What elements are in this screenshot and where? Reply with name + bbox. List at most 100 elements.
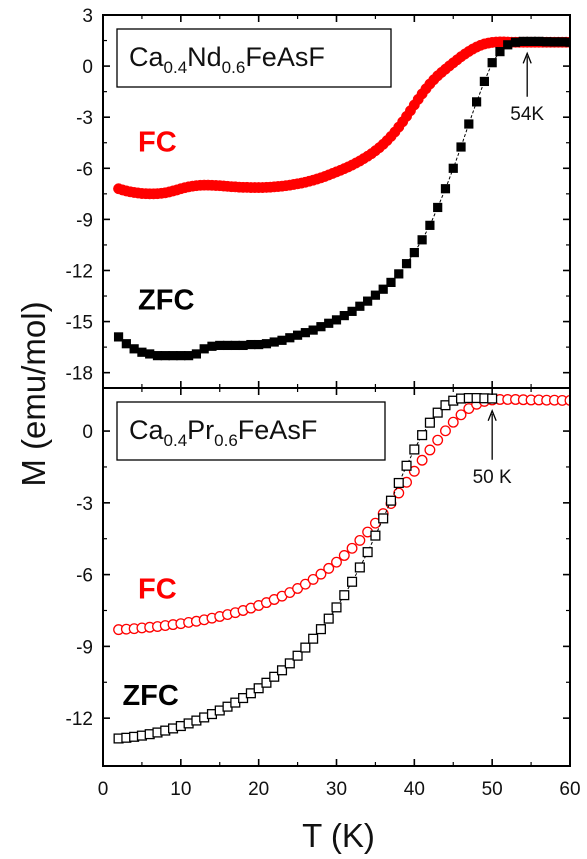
- zfc-point-top: [363, 296, 373, 306]
- zfc-point-bottom: [432, 407, 443, 418]
- x-tick-label: 20: [248, 779, 269, 800]
- annotation-text-bottom: 50 K: [473, 467, 512, 488]
- compound-base-top: Ca: [129, 42, 164, 72]
- zfc-point-top: [425, 220, 435, 230]
- zfc-point-bottom: [261, 677, 272, 688]
- fc-point-bottom: [346, 542, 358, 554]
- zfc-point-top: [230, 340, 240, 351]
- zfc-point-top: [261, 339, 272, 349]
- compound-base-bottom: Ca: [129, 415, 164, 445]
- zfc-point-top: [518, 36, 528, 46]
- zfc-point-top: [495, 47, 505, 57]
- y-tick-label-bottom: -12: [66, 709, 93, 730]
- fc-point-bottom: [564, 394, 570, 406]
- zfc-point-bottom: [323, 613, 334, 624]
- zfc-point-top: [378, 284, 388, 294]
- frame-layer: [102, 14, 571, 767]
- zfc-point-top: [292, 330, 303, 340]
- zfc-point-top: [168, 351, 178, 361]
- zfc-point-top: [137, 347, 147, 357]
- annotation-text-top: 54K: [510, 104, 544, 125]
- zfc-point-bottom: [362, 547, 373, 558]
- zfc-point-top: [285, 333, 295, 343]
- zfc-point-bottom: [276, 665, 288, 676]
- zfc-point-top: [207, 341, 217, 351]
- compound-mid-top: Nd: [187, 42, 222, 72]
- zfc-point-top: [487, 58, 497, 68]
- zfc-point-bottom: [284, 658, 295, 669]
- zfc-point-top: [503, 40, 513, 50]
- zfc-point-bottom: [269, 671, 280, 682]
- annotation-arrowhead-bottom: [487, 408, 497, 421]
- compound-legend-text-top: Ca0.4Nd0.6FeAsF: [129, 42, 325, 77]
- zfc-point-top: [386, 277, 396, 288]
- fc-point-bottom: [354, 534, 366, 546]
- zfc-point-top: [316, 322, 326, 332]
- zfc-point-top: [113, 332, 124, 342]
- fc-label-bottom: FC: [138, 574, 177, 606]
- zfc-point-bottom: [339, 590, 350, 601]
- zfc-point-top: [324, 318, 334, 328]
- fc-point-bottom: [432, 434, 444, 446]
- zfc-label-bottom: ZFC: [122, 680, 178, 712]
- zfc-point-top: [238, 340, 248, 351]
- zfc-point-top: [339, 311, 349, 321]
- y-tick-label-top: -12: [66, 261, 93, 282]
- zfc-point-top: [456, 142, 466, 152]
- y-tick-label-top: -3: [76, 108, 93, 129]
- y-tick-label-top: 0: [82, 57, 93, 78]
- y-tick-label-bottom: 0: [82, 422, 93, 443]
- zfc-point-bottom: [409, 444, 420, 455]
- fc-point-bottom: [440, 425, 451, 437]
- zfc-point-bottom: [354, 562, 365, 573]
- y-axis-title: M (emu/mol): [15, 301, 52, 486]
- compound-mid-bottom: Pr: [187, 415, 214, 445]
- zfc-point-top: [121, 339, 131, 349]
- compound-sub2-top: 0.6: [222, 58, 246, 77]
- zfc-point-top: [440, 184, 451, 194]
- y-tick-label-bottom: -6: [76, 566, 93, 587]
- zfc-point-bottom: [378, 513, 389, 524]
- zfc-point-top: [308, 325, 318, 335]
- zfc-point-top: [479, 76, 489, 87]
- x-axis-title: T (K): [302, 817, 375, 854]
- zfc-point-bottom: [385, 495, 397, 506]
- fc-point-bottom: [338, 550, 350, 561]
- zfc-point-top: [246, 339, 256, 350]
- zfc-point-bottom: [487, 393, 498, 404]
- fc-point-bottom: [299, 578, 311, 590]
- zfc-point-top: [565, 37, 570, 47]
- zfc-point-top: [464, 119, 474, 129]
- zfc-point-top: [215, 340, 225, 351]
- compound-legend-box-bottom: [116, 401, 386, 461]
- compound-legend-text-bottom: Ca0.4Pr0.6FeAsF: [129, 415, 317, 450]
- zfc-point-top: [152, 351, 163, 361]
- zfc-point-top: [542, 37, 552, 47]
- zfc-point-top: [222, 340, 233, 351]
- y-tick-label-top: -9: [76, 210, 93, 231]
- fc-point-bottom: [455, 409, 467, 421]
- zfc-point-bottom: [424, 417, 435, 428]
- annotation-arrowhead-top: [522, 51, 532, 64]
- zfc-point-top: [394, 269, 404, 279]
- text-layer: 30-3-6-9-12-15-18FCZFC54KCa0.4Nd0.6FeAsF…: [15, 6, 581, 854]
- zfc-point-top: [184, 351, 194, 361]
- zfc-point-bottom: [331, 602, 342, 613]
- fc-point-bottom: [331, 556, 342, 568]
- zfc-point-top: [176, 351, 186, 361]
- fc-point-bottom: [447, 416, 459, 428]
- zfc-point-bottom: [292, 650, 303, 661]
- fc-point-bottom: [424, 444, 436, 456]
- zfc-point-bottom: [253, 683, 264, 694]
- compound-sub1-top: 0.4: [164, 58, 188, 77]
- y-tick-label-bottom: -3: [76, 494, 93, 515]
- zfc-point-top: [549, 37, 560, 47]
- zfc-point-bottom: [308, 633, 319, 644]
- fc-label-top: FC: [138, 126, 177, 158]
- fc-point-bottom: [307, 573, 319, 585]
- zfc-point-top: [417, 235, 427, 245]
- zfc-point-top: [409, 247, 419, 258]
- compound-tail-bottom: FeAsF: [238, 415, 318, 445]
- zfc-point-bottom: [417, 430, 428, 441]
